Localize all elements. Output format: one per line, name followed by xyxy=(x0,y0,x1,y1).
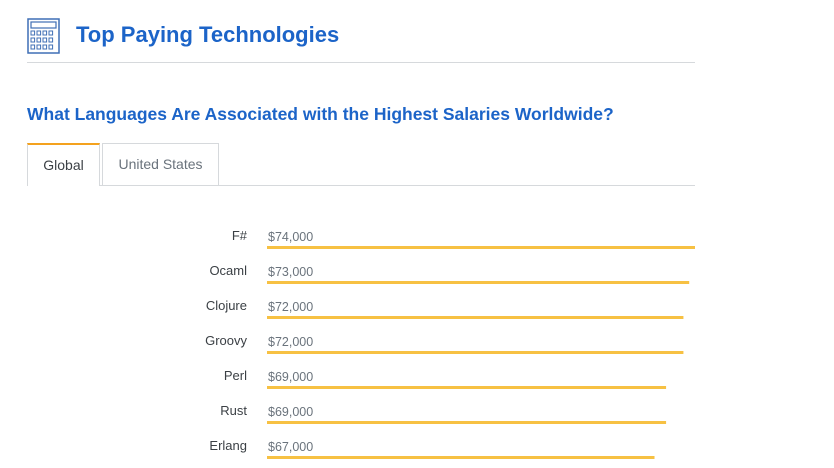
value-label: $74,000 xyxy=(268,230,313,244)
tab-global[interactable]: Global xyxy=(27,143,100,186)
section-heading: What Languages Are Associated with the H… xyxy=(27,104,614,124)
category-label-ocaml: Ocaml xyxy=(209,263,247,278)
bar-groovy xyxy=(267,351,684,354)
calculator-icon xyxy=(27,18,60,54)
value-label: $69,000 xyxy=(268,370,313,384)
bar-f xyxy=(267,246,695,249)
page-header: Top Paying Technologies xyxy=(27,16,695,63)
bar-erlang xyxy=(267,456,655,459)
bar-rust xyxy=(267,421,667,424)
tab-united-states[interactable]: United States xyxy=(102,143,219,185)
category-label-clojure: Clojure xyxy=(206,298,247,313)
bar-ocaml xyxy=(267,281,690,284)
value-label: $67,000 xyxy=(268,440,313,454)
value-label: $72,000 xyxy=(268,335,313,349)
category-label-perl: Perl xyxy=(224,368,247,383)
category-label-f: F# xyxy=(232,228,248,243)
salary-bar-chart: F# $74,000 Ocaml $73,000 Clojure $72,000 Groov… xyxy=(205,228,695,459)
region-tabs: Global United States xyxy=(27,143,695,186)
bar-perl xyxy=(267,386,667,389)
value-label: $73,000 xyxy=(268,265,313,279)
category-label-groovy: Groovy xyxy=(205,333,247,348)
value-label: $69,000 xyxy=(268,405,313,419)
category-label-erlang: Erlang xyxy=(209,438,247,453)
bar-clojure xyxy=(267,316,684,319)
page-title: Top Paying Technologies xyxy=(76,22,340,47)
value-label: $72,000 xyxy=(268,300,313,314)
category-label-rust: Rust xyxy=(220,403,247,418)
